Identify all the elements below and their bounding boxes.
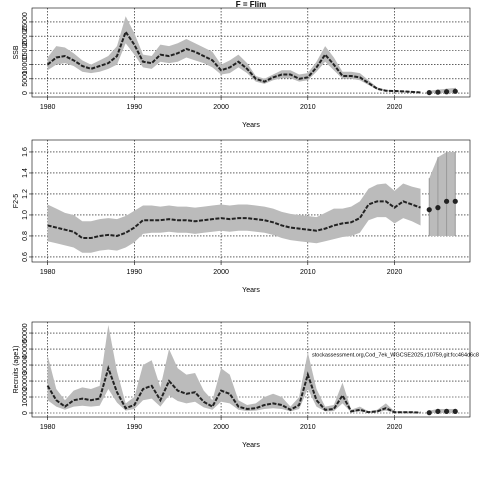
projection-band (429, 87, 456, 94)
x-axis-label: Years (242, 287, 260, 294)
y-tick-label: 10000 (22, 55, 29, 75)
projection-point (435, 205, 441, 211)
y-tick-label: 0.8 (22, 231, 29, 241)
chart-title: F = Flim (236, 0, 266, 9)
x-tick-label: 2000 (213, 269, 229, 276)
x-tick-label: 1990 (127, 269, 143, 276)
x-tick-label: 1980 (40, 424, 56, 431)
x-tick-label: 1980 (40, 104, 56, 111)
series-line (46, 364, 421, 414)
x-axis-label: Years (242, 442, 260, 449)
y-tick-label: 0.6 (22, 252, 29, 262)
y-tick-label: 1.0 (22, 210, 29, 220)
y-tick-label: 50000 (22, 323, 29, 343)
y-axis-label: SSB (13, 45, 20, 59)
y-tick-label: 10000 (22, 387, 29, 407)
projection-point (452, 198, 458, 204)
projection-point (452, 88, 458, 94)
y-tick-label: 25000 (22, 12, 29, 32)
x-tick-label: 2020 (387, 269, 403, 276)
y-axis-label: Recruits (age1) (13, 346, 20, 394)
x-tick-label: 1980 (40, 269, 56, 276)
x-axis-label: Years (242, 122, 260, 129)
plot-frame (31, 139, 471, 263)
projection-point (443, 198, 450, 204)
x-tick-label: 2010 (300, 424, 316, 431)
x-tick-label: 2010 (300, 269, 316, 276)
y-tick-label: 15000 (22, 41, 29, 61)
y-tick-label: 20000 (22, 26, 29, 46)
projection-point (426, 410, 432, 416)
y-tick-label: 0 (22, 411, 29, 415)
projection-point (443, 89, 450, 95)
plot-frame (31, 321, 471, 418)
series-line (47, 200, 421, 240)
x-tick-label: 2000 (213, 104, 229, 111)
y-tick-label: 1.2 (22, 189, 29, 199)
y-tick-label: 0 (22, 91, 29, 95)
projection-band (429, 151, 456, 236)
x-tick-label: 1990 (127, 424, 143, 431)
projection-point (435, 89, 441, 95)
y-tick-label: 20000 (22, 371, 29, 391)
projection-point (426, 89, 432, 96)
projection-point (443, 408, 450, 415)
x-tick-label: 2020 (387, 104, 403, 111)
y-tick-label: 40000 (22, 339, 29, 359)
projection-point (435, 408, 441, 415)
plot-frame (31, 7, 471, 98)
x-tick-label: 2000 (213, 424, 229, 431)
y-tick-label: 1.4 (22, 168, 29, 178)
x-tick-label: 2010 (300, 104, 316, 111)
projection-band (429, 409, 456, 414)
x-tick-label: 2020 (387, 424, 403, 431)
y-tick-label: 30000 (22, 355, 29, 375)
y-tick-label: 1.6 (22, 147, 29, 157)
x-tick-label: 1990 (127, 104, 143, 111)
confidence-band (47, 325, 421, 413)
projection-point (452, 408, 458, 415)
y-tick-label: 5000 (22, 71, 29, 87)
y-axis-label: F2-5 (13, 194, 20, 209)
annotation: stockassessment.org,Cod_7ek_WGCSE2025,r1… (312, 352, 479, 358)
projection-point (426, 207, 432, 213)
series-line (46, 29, 421, 94)
